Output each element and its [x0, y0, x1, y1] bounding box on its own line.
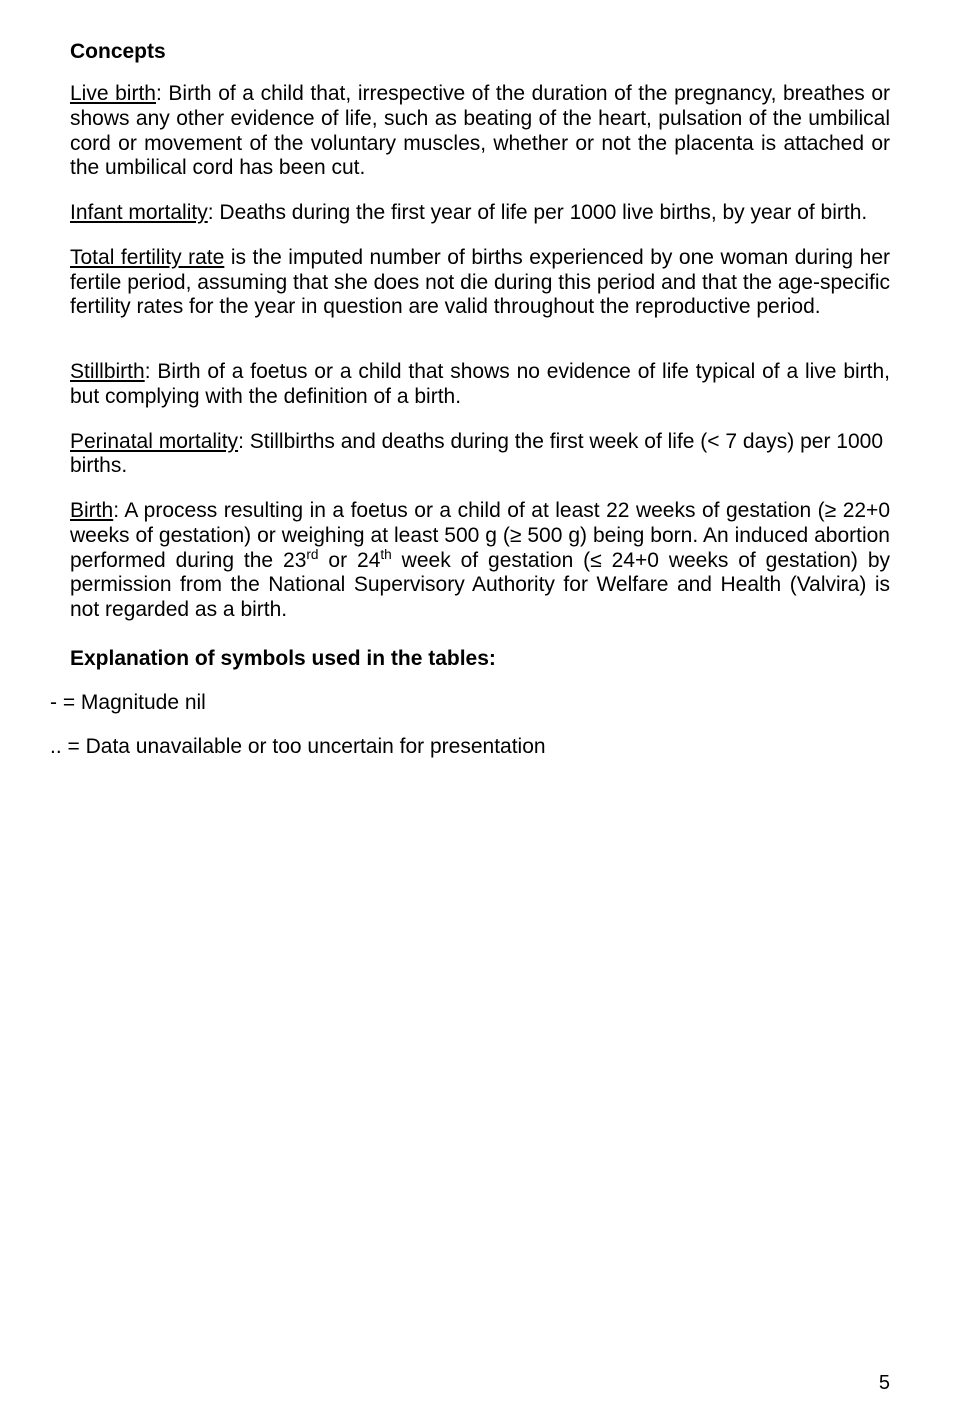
definition-stillbirth: Stillbirth: Birth of a foetus or a child… — [70, 360, 890, 410]
page-number: 5 — [879, 1372, 890, 1395]
symbol-unavailable: .. = Data unavailable or too uncertain f… — [50, 735, 890, 759]
concepts-heading: Concepts — [70, 40, 890, 64]
term-infant-mortality: Infant mortality — [70, 201, 208, 224]
term-perinatal-mortality: Perinatal mortality — [70, 430, 238, 453]
definition-total-fertility-rate: Total fertility rate is the imputed numb… — [70, 246, 890, 320]
spacer — [70, 340, 890, 360]
text-infant-mortality: : Deaths during the first year of life p… — [208, 201, 868, 224]
sup-th: th — [380, 547, 391, 562]
definition-perinatal-mortality: Perinatal mortality: Stillbirths and dea… — [70, 430, 890, 480]
definition-infant-mortality: Infant mortality: Deaths during the firs… — [70, 201, 890, 226]
symbol-nil: - = Magnitude nil — [50, 691, 890, 715]
term-total-fertility-rate: Total fertility rate — [70, 246, 224, 269]
text-stillbirth: : Birth of a foetus or a child that show… — [70, 360, 890, 408]
term-live-birth: Live birth — [70, 82, 156, 105]
term-birth: Birth — [70, 499, 113, 522]
symbols-heading: Explanation of symbols used in the table… — [70, 647, 890, 671]
definition-live-birth: Live birth: Birth of a child that, irres… — [70, 82, 890, 181]
term-stillbirth: Stillbirth — [70, 360, 145, 383]
document-page: Concepts Live birth: Birth of a child th… — [0, 0, 960, 1425]
definition-birth: Birth: A process resulting in a foetus o… — [70, 499, 890, 623]
text-live-birth: : Birth of a child that, irrespective of… — [70, 82, 890, 179]
sup-rd: rd — [306, 547, 318, 562]
text-birth-2: or 24 — [319, 549, 381, 572]
